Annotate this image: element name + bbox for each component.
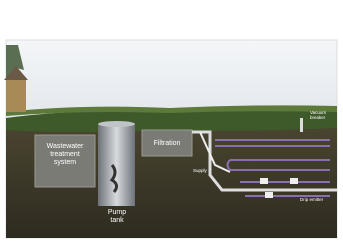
vacuum-breaker-label: breaker: [310, 115, 326, 120]
pump-tank-label: Pump: [108, 209, 126, 216]
illustration: [4, 40, 337, 238]
filtration-label: Filtration: [154, 140, 181, 147]
wastewater-label: treatment: [50, 151, 80, 158]
drip-emitter-label: Drip emitter: [300, 197, 324, 202]
diagram: Wastewater treatment system Pump tank Fi…: [0, 0, 343, 244]
wastewater-label: system: [54, 159, 76, 166]
supply-label: Supply: [193, 168, 208, 173]
wastewater-label: Wastewater: [47, 143, 84, 150]
pump-tank-label: tank: [110, 217, 124, 224]
